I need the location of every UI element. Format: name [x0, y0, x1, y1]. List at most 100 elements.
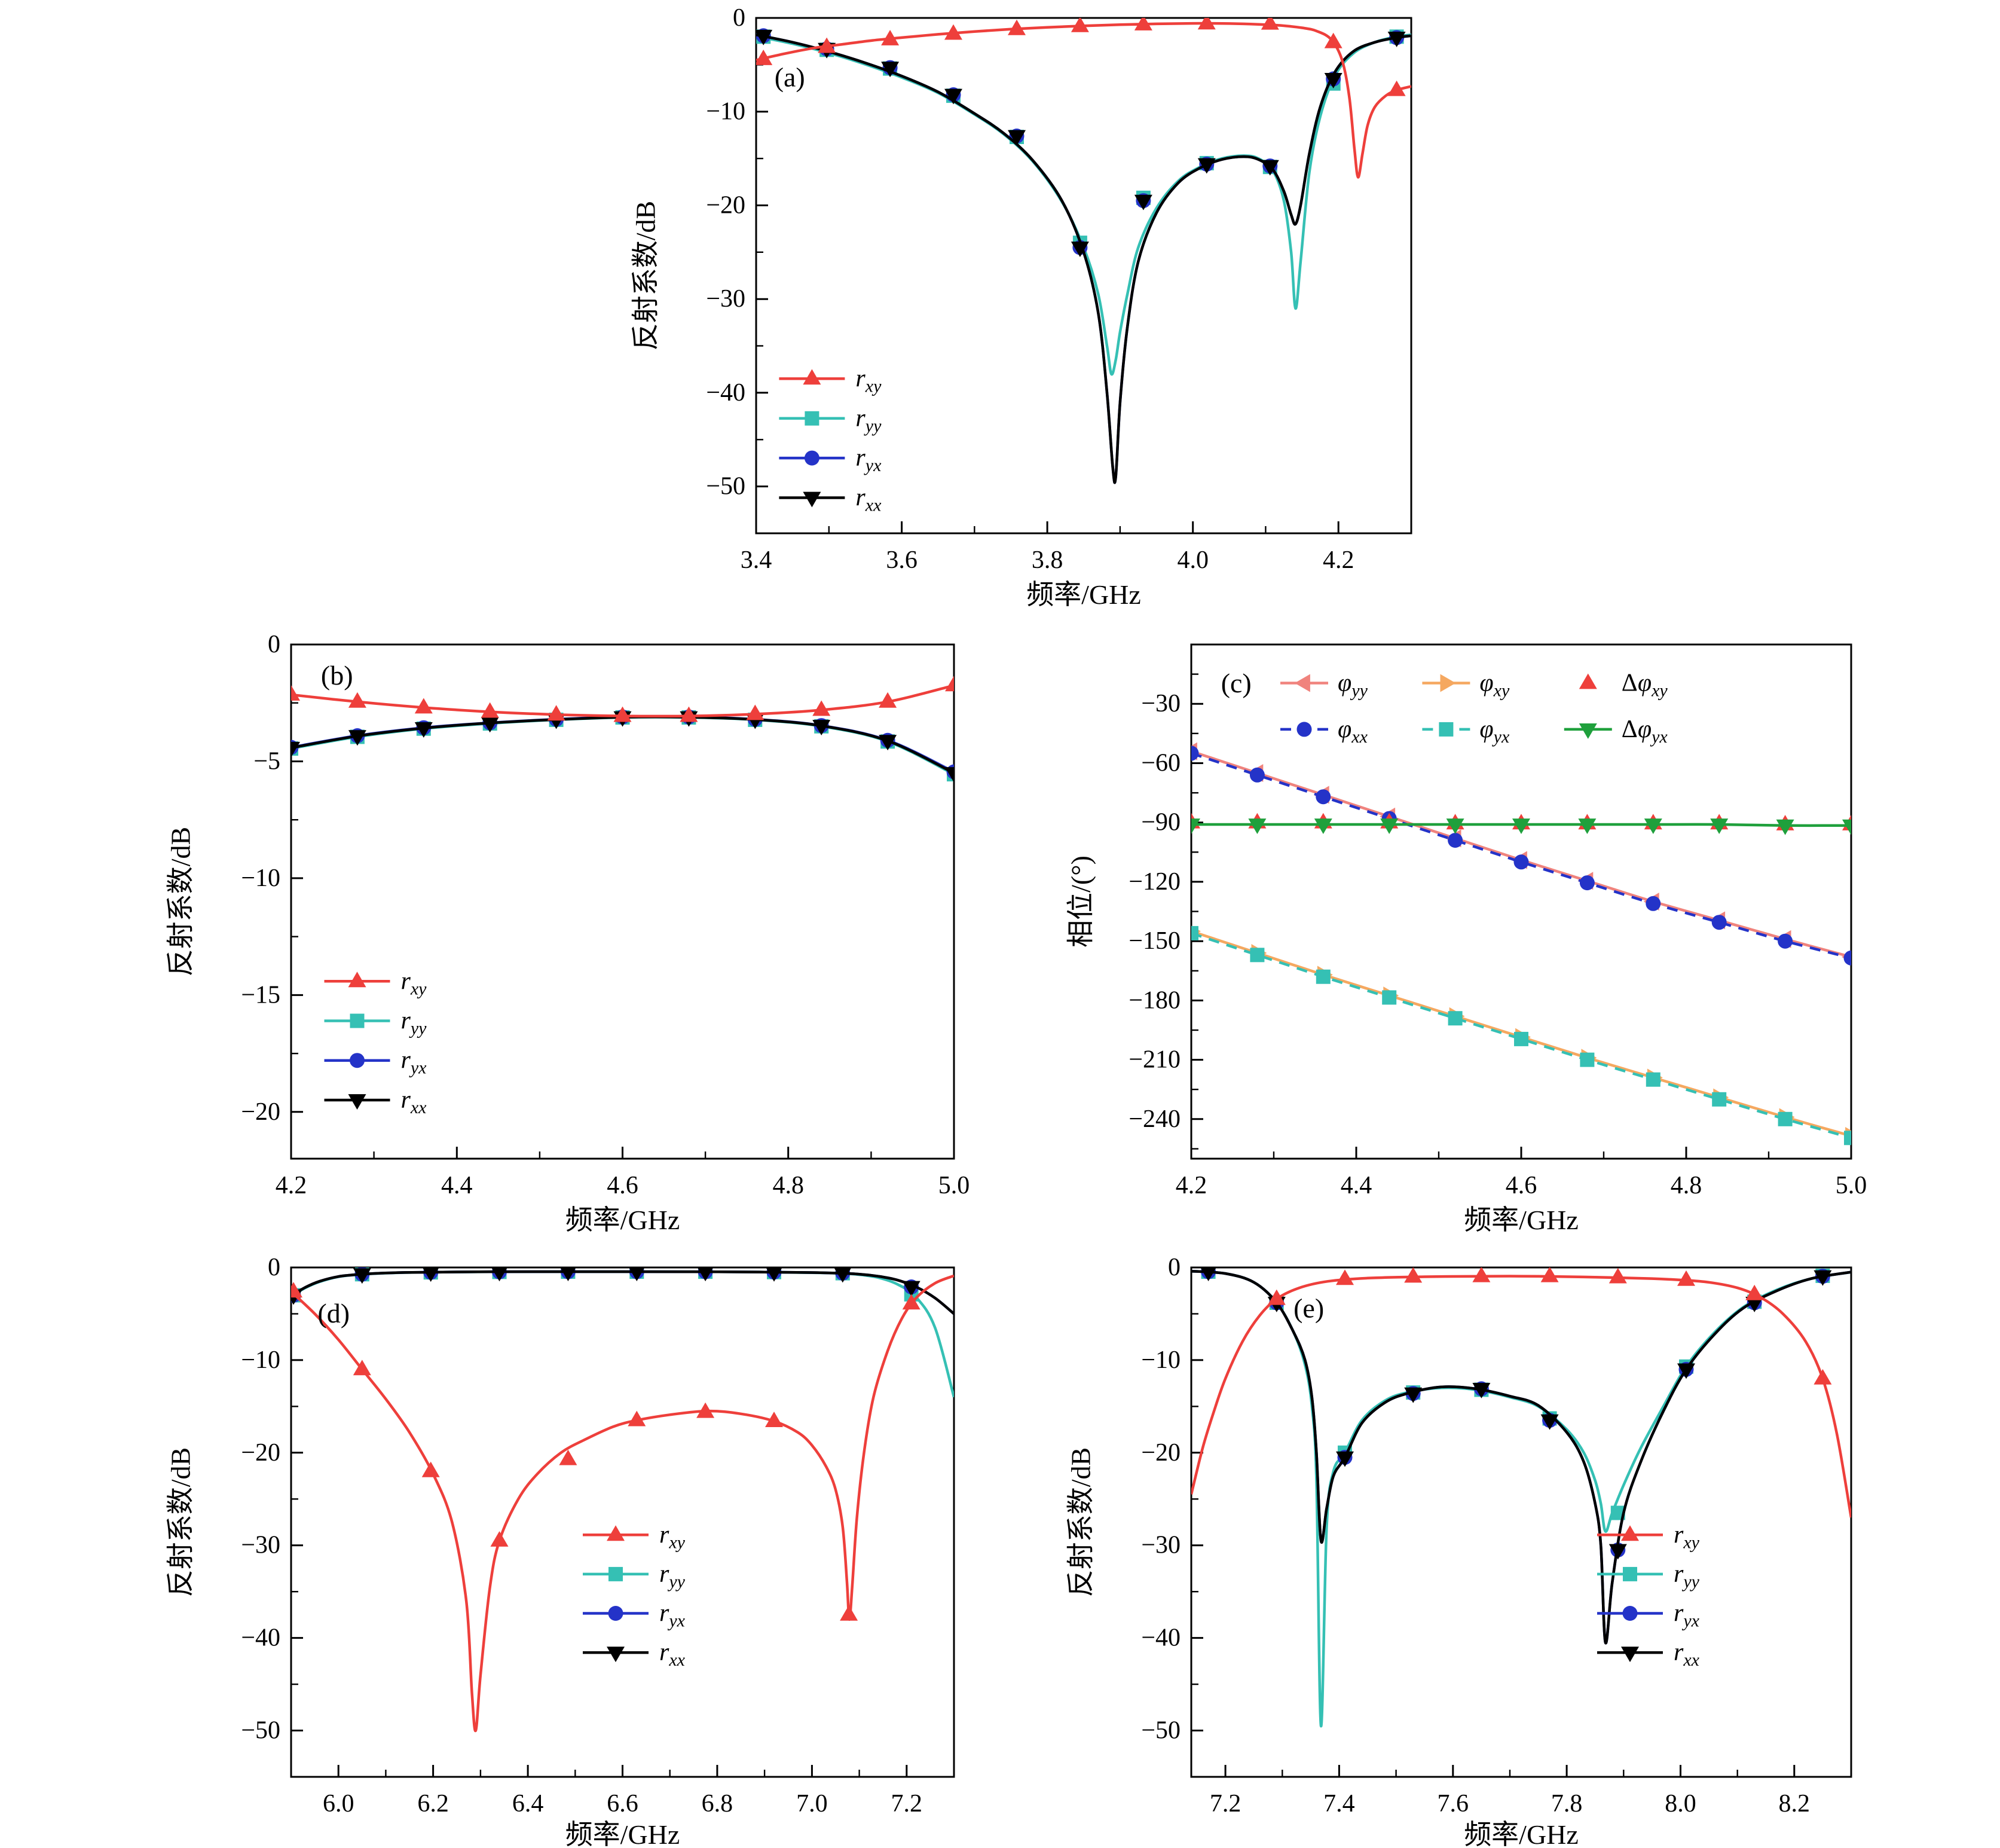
tri_down-marker — [1200, 1267, 1216, 1281]
x-tick-label: 4.0 — [1177, 546, 1209, 574]
tri_down-marker — [491, 1267, 507, 1282]
tri_down-marker — [881, 62, 900, 78]
tri_down-marker — [1134, 194, 1152, 210]
legend-item-r_yx: ryx — [1597, 1600, 1700, 1631]
tri_up-marker — [421, 1461, 440, 1477]
legend-label: ryy — [401, 1007, 427, 1038]
tri_down-marker — [607, 1647, 625, 1663]
tri_up-marker — [1579, 673, 1597, 689]
x-tick-label: 4.6 — [607, 1172, 638, 1199]
legend-label: rxx — [1674, 1639, 1700, 1670]
x-tick-label: 6.8 — [702, 1790, 733, 1818]
tri_down-marker — [1621, 1647, 1639, 1663]
legend-label: φxx — [1338, 716, 1368, 747]
tri_down-marker — [1842, 819, 1851, 835]
legend-label: ryx — [659, 1600, 686, 1631]
tri_up-marker — [348, 692, 366, 708]
tri_up-marker — [613, 706, 632, 722]
circle-marker — [1778, 933, 1793, 949]
y-tick-label: −40 — [241, 1624, 280, 1652]
panel-b-axes: 4.2 4.4 4.6 4.8 5.0 0 −5 −10 −15 −20 — [241, 631, 970, 1199]
circle-marker — [1448, 833, 1463, 848]
series-dphi_yx-markers — [1191, 818, 1851, 835]
x-tick-label: 7.8 — [1551, 1790, 1583, 1818]
tri_down-marker — [1336, 1451, 1354, 1467]
circle-marker — [608, 1606, 623, 1621]
panel-e-legend: rxy ryy ryx rxx — [1597, 1521, 1700, 1670]
tri_down-marker — [560, 1267, 576, 1281]
x-tick-label: 4.2 — [1323, 546, 1354, 574]
y-tick-label: 0 — [733, 4, 745, 32]
square-marker — [1514, 1031, 1528, 1046]
panel-b-xlabel: 频率/GHz — [565, 1205, 680, 1235]
tri_up-marker — [1267, 1289, 1286, 1305]
legend-label: ryx — [1674, 1600, 1700, 1631]
x-tick-label: 8.0 — [1665, 1790, 1696, 1818]
series-r_xx-markers — [756, 29, 1406, 257]
tri_up-marker — [1404, 1267, 1423, 1283]
tri_down-marker — [1608, 1544, 1627, 1560]
tri_down-marker — [803, 491, 821, 508]
legend-item-phi_xx: φxx — [1280, 716, 1368, 747]
tri_down-marker — [1380, 818, 1399, 834]
y-tick-label: 0 — [1168, 1254, 1181, 1281]
legend-item-dphi_yx: Δφyx — [1564, 716, 1668, 746]
circle-marker — [1513, 854, 1529, 870]
legend-label: rxx — [855, 484, 882, 515]
tri_up-marker — [1608, 1267, 1627, 1284]
tri_down-marker — [1324, 73, 1342, 88]
square-marker — [1191, 925, 1198, 940]
tri_up-marker — [1261, 18, 1279, 30]
legend-label: φyy — [1338, 670, 1368, 701]
series-r_xy-markers — [756, 18, 1406, 96]
panel-c-axes: 4.2 4.4 4.6 4.8 5.0 −30 −60 −90 −120 −150 −180 −210… — [1129, 643, 1867, 1199]
tri_up-marker — [348, 972, 366, 988]
x-tick-label: 7.0 — [796, 1790, 828, 1818]
tri_down-marker — [697, 1267, 714, 1282]
series-r_yy-line — [756, 33, 1411, 376]
tri_up-marker — [607, 1525, 625, 1541]
panel-letter-d: (d) — [317, 1298, 350, 1328]
legend-item-r_yx: ryx — [324, 1047, 427, 1078]
x-tick-label: 7.4 — [1323, 1790, 1355, 1818]
legend-item-r_yy: ryy — [779, 405, 882, 435]
tri_up-marker — [680, 706, 698, 722]
tri_down-marker — [291, 741, 300, 757]
series-r_xy-markers — [291, 676, 954, 722]
panel-d-ylabel: 反射系数/dB — [166, 1447, 196, 1597]
x-tick-label: 6.4 — [512, 1790, 544, 1818]
panel-c-series — [1191, 742, 1851, 1146]
panel-letter-a: (a) — [775, 62, 805, 93]
legend-label: ryy — [659, 1560, 686, 1592]
square-marker — [1778, 1111, 1793, 1126]
legend-label: ryx — [855, 444, 882, 475]
tri_down-marker — [628, 1267, 645, 1281]
series-phi_yy-markers — [1191, 742, 1851, 963]
tri_down-marker — [1644, 818, 1662, 834]
y-tick-label: −5 — [253, 748, 280, 775]
legend-label: φyx — [1479, 716, 1510, 747]
x-tick-label: 3.4 — [741, 546, 772, 574]
y-tick-label: −20 — [241, 1439, 280, 1467]
series-r_xx-line — [756, 33, 1411, 484]
x-tick-label: 4.4 — [441, 1172, 473, 1199]
legend-label: ryx — [401, 1047, 427, 1078]
tri_up-marker — [746, 704, 764, 720]
tri_up-marker — [291, 1282, 302, 1298]
legend-item-r_yx: ryx — [779, 444, 882, 475]
tri_up-marker — [756, 50, 773, 65]
y-tick-label: 0 — [268, 631, 280, 658]
series-r_yx-markers — [291, 1267, 919, 1303]
panel-b-ylabel: 反射系数/dB — [166, 827, 196, 976]
panel-b-legend: rxy ryy ryx rxx — [324, 967, 427, 1117]
tri_up-marker — [1197, 18, 1216, 30]
tri_down-marker — [945, 767, 954, 783]
tri_up-marker — [547, 705, 565, 721]
tri_down-marker — [1071, 242, 1089, 257]
legend-item-r_xx: rxx — [583, 1639, 686, 1670]
y-tick-label: −90 — [1141, 809, 1181, 836]
legend-item-dphi_xy: Δφxy — [1579, 670, 1668, 700]
panel-e-frame — [1190, 1266, 1852, 1778]
series-r_xy-markers — [291, 1282, 921, 1621]
